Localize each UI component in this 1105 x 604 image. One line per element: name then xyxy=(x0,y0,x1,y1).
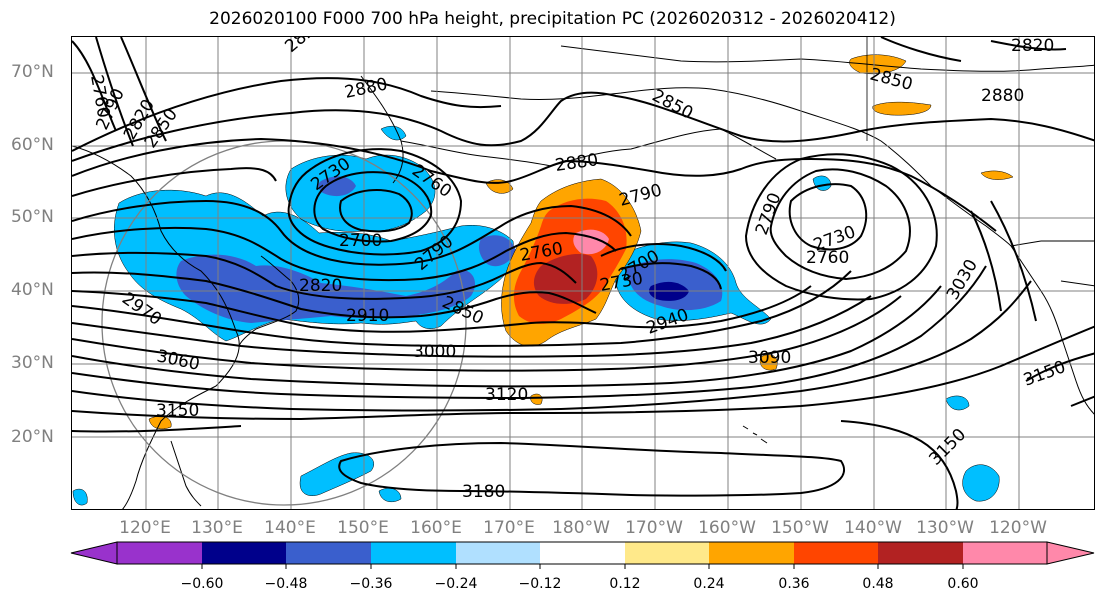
precip-blob-small-1 xyxy=(812,175,832,191)
precip-blob-se-pacific xyxy=(962,464,1000,502)
precip-blob-pacific-south xyxy=(299,452,375,496)
colorbar-bin xyxy=(117,542,202,564)
contour-label: 3090 xyxy=(748,348,791,368)
lon-label-130e: 130°E xyxy=(191,518,243,538)
colorbar-tick-label: −0.60 xyxy=(180,576,224,592)
coastline-arctic xyxy=(560,45,1094,72)
lon-label-160e: 160°E xyxy=(410,518,462,538)
colorbar-tick-label: 0.12 xyxy=(609,576,641,592)
colorbar xyxy=(70,541,1095,569)
colorbar-tick-label: 0.48 xyxy=(862,576,894,592)
lon-label-140e: 140°E xyxy=(264,518,316,538)
colorbar-bin xyxy=(878,542,963,564)
lat-label-30: 30°N xyxy=(11,353,54,373)
colorbar-tick-label: 0.60 xyxy=(947,576,979,592)
contour-label: 3180 xyxy=(462,482,505,502)
colorbar-tick-label: 0.24 xyxy=(693,576,725,592)
colorbar-extend-high xyxy=(1046,541,1095,565)
lat-label-50: 50°N xyxy=(11,207,54,227)
lat-label-60: 60°N xyxy=(11,135,54,155)
contour-label: 2760 xyxy=(806,248,849,268)
precip-blob-mid-2 xyxy=(478,235,516,267)
colorbar-ticks xyxy=(201,564,964,569)
precip-blob-small-3 xyxy=(945,395,970,411)
contour-label: 3150 xyxy=(925,425,970,470)
lon-label-140w: 140°W xyxy=(844,518,902,538)
contour-label: 2850 xyxy=(649,86,697,124)
colorbar-bin xyxy=(456,542,540,564)
lat-label-20: 20°N xyxy=(11,427,54,447)
map-canvas: 2820 2760 2790 2820 2850 2880 2880 2850 … xyxy=(72,37,1094,509)
contour-label: 2820 xyxy=(1011,37,1054,56)
contour-label: 2790 xyxy=(617,180,664,211)
contour-label: 2910 xyxy=(346,306,389,326)
coastline-north-america xyxy=(1010,245,1094,415)
lon-label-120w: 120°W xyxy=(989,518,1047,538)
colorbar-tick-label: 0.36 xyxy=(778,576,810,592)
colorbar-extend-low xyxy=(70,541,118,565)
precip-negative-anomalies xyxy=(72,125,1000,506)
precip-blob-small-4 xyxy=(378,488,402,503)
lon-label-150e: 150°E xyxy=(337,518,389,538)
height-contours xyxy=(72,37,1094,509)
lat-label-70: 70°N xyxy=(11,62,54,82)
map-panel[interactable]: 2820 2760 2790 2820 2850 2880 2880 2850 … xyxy=(71,36,1095,510)
colorbar-bin xyxy=(794,542,878,564)
colorbar-border xyxy=(116,541,1048,565)
precip-blob-aleutian xyxy=(285,154,436,232)
precip-blob-mid-4 xyxy=(318,176,356,197)
colorbar-tick-label: −0.48 xyxy=(264,576,308,592)
border-us-canada xyxy=(1010,240,1094,287)
colorbar-bin xyxy=(371,542,456,564)
colorbar-bin xyxy=(202,542,286,564)
contour-label: 3000 xyxy=(413,342,456,362)
colorbar-tick-label: −0.24 xyxy=(434,576,478,592)
contour-label: 2790 xyxy=(752,190,786,237)
coastline-philippines xyxy=(170,440,202,507)
map-title: 2026020100 F000 700 hPa height, precipit… xyxy=(209,9,896,29)
coastline-kamchatka xyxy=(360,75,404,184)
precip-blob-small-warm-5 xyxy=(530,393,543,405)
coastline-hawaii xyxy=(742,425,768,444)
coastline-alaska xyxy=(430,87,1012,247)
colorbar-bin xyxy=(540,542,625,564)
colorbar-bin xyxy=(963,542,1047,564)
lon-label-130w: 130°W xyxy=(916,518,974,538)
contour-label: 2880 xyxy=(981,86,1024,106)
contour-label: 2820 xyxy=(299,276,342,296)
contour-label: 2880 xyxy=(554,150,600,176)
contour-label: 3150 xyxy=(156,401,199,421)
colorbar-tick-label: −0.36 xyxy=(349,576,393,592)
coastline-japan xyxy=(238,255,300,347)
lon-label-170w: 170°W xyxy=(625,518,683,538)
colorbar-bin xyxy=(286,542,371,564)
contour-label: 2700 xyxy=(339,231,382,251)
colorbar-bin xyxy=(709,542,794,564)
lon-label-170e: 170°E xyxy=(483,518,535,538)
contour-label: 3120 xyxy=(485,385,528,405)
lat-label-40: 40°N xyxy=(11,280,54,300)
contour-label: 2820 xyxy=(281,37,327,57)
lon-label-160w: 160°W xyxy=(698,518,756,538)
colorbar-bin xyxy=(625,542,709,564)
precip-blob-alaska-2 xyxy=(872,101,932,116)
precip-blob-small-2 xyxy=(72,488,88,506)
contour-label: 2850 xyxy=(868,65,915,96)
lon-label-180w: 180°W xyxy=(552,518,610,538)
colorbar-tick-label: −0.12 xyxy=(518,576,562,592)
precip-blob-small-warm-3 xyxy=(980,170,1014,180)
contour-label: 3150 xyxy=(1021,357,1068,391)
precip-blob-kamchatka xyxy=(380,125,407,141)
lon-label-150w: 150°W xyxy=(771,518,829,538)
lon-label-120e: 120°E xyxy=(119,518,171,538)
precip-blob-alaska-1 xyxy=(849,54,907,75)
